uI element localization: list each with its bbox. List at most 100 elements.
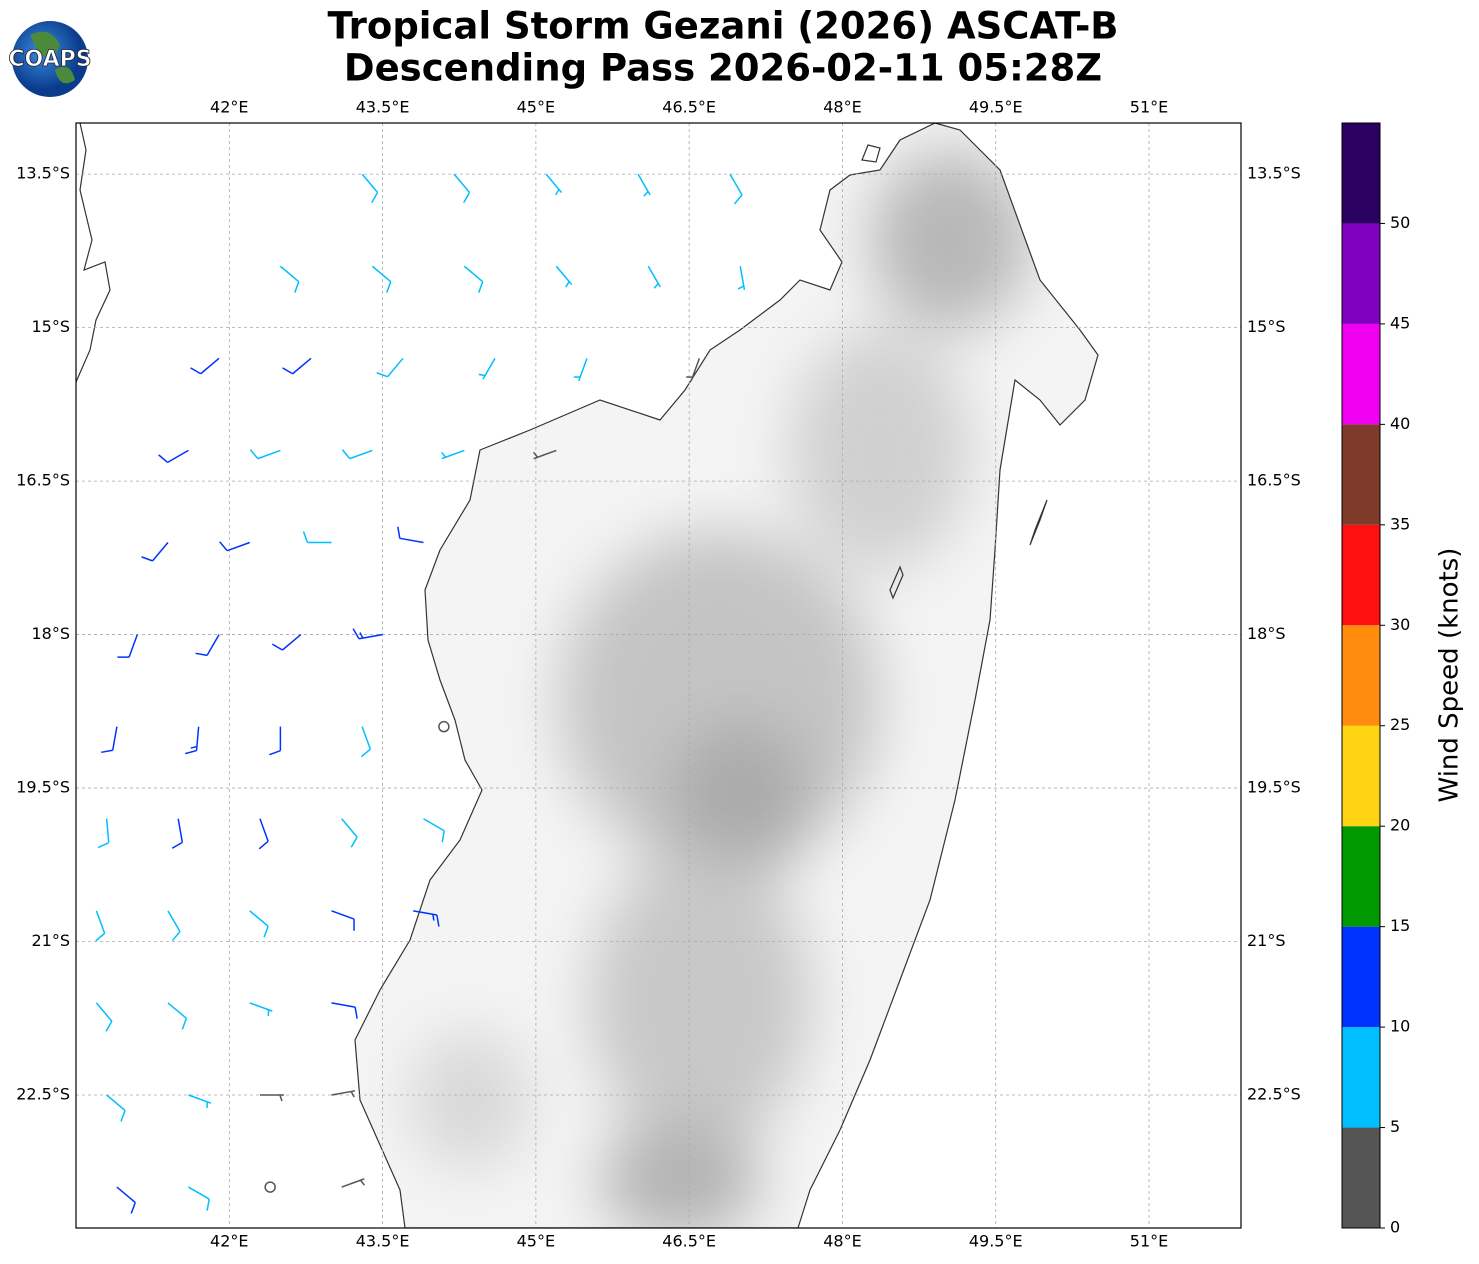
wind-barb: [95, 910, 106, 942]
colorbar-tick-label: 35: [1390, 514, 1410, 533]
x-tick-label: 51°E: [1130, 1232, 1168, 1251]
y-tick-label: 21°S: [31, 931, 70, 950]
terrain: [355, 123, 1098, 1228]
colorbar-tick-label: 5: [1390, 1117, 1400, 1136]
y-tick-label: 19.5°S: [16, 778, 70, 797]
wind-barb: [171, 818, 184, 849]
x-tick-label: 46.5°E: [662, 1232, 716, 1251]
colorbar-segment: [1342, 223, 1380, 324]
title: Tropical Storm Gezani (2026) ASCAT-B: [327, 5, 1118, 48]
y-tick-label: 16.5°S: [1247, 471, 1301, 490]
wind-barb: [282, 357, 312, 375]
wind-barb: [361, 173, 379, 204]
colorbar-frame: [1341, 122, 1381, 1229]
wind-barb: [188, 1094, 212, 1109]
wind-barb: [95, 1002, 113, 1032]
x-tick-label: 45°E: [517, 1232, 555, 1251]
wind-barb: [647, 265, 661, 289]
x-tick-label: 46.5°E: [662, 98, 716, 117]
wind-barb: [352, 628, 383, 640]
plot-frame: [75, 122, 1242, 1229]
wind-barb: [376, 357, 404, 378]
wind-barb: [341, 818, 358, 848]
wind-barb: [302, 531, 332, 544]
y-tick-label: 13.5°S: [1247, 164, 1301, 183]
y-tick-label: 18°S: [1247, 624, 1286, 643]
calm-circle: [264, 1181, 276, 1193]
x-tick-label: 49.5°E: [969, 1232, 1023, 1251]
wind-barb: [258, 818, 269, 850]
colorbar-segment: [1342, 424, 1380, 525]
wind-barb: [341, 1178, 366, 1188]
wind-barb: [279, 265, 300, 293]
colorbar-segment: [1342, 725, 1380, 827]
wind-barb: [397, 526, 424, 544]
wind-barb: [423, 818, 445, 843]
colorbar-segment: [1342, 323, 1380, 425]
colorbar-segment: [1342, 625, 1380, 726]
map: [76, 123, 1241, 1228]
colorbar-tick-label: 50: [1390, 213, 1410, 232]
colorbar-tick-label: 0: [1390, 1218, 1400, 1237]
y-tick-label: 15°S: [1247, 317, 1286, 336]
colorbar-tick-label: 10: [1390, 1017, 1410, 1036]
colorbar-segment: [1342, 926, 1380, 1028]
wind-barb: [463, 265, 484, 293]
y-tick-label: 15°S: [31, 317, 70, 336]
x-tick-label: 42°E: [210, 98, 248, 117]
colorbar-tick-label: 15: [1390, 916, 1410, 935]
colorbar-segment: [1342, 123, 1380, 224]
colorbar-segment: [1342, 826, 1380, 927]
wind-barb: [686, 358, 701, 382]
colorbar-tick-label: 20: [1390, 816, 1410, 835]
x-tick-label: 43.5°E: [356, 1232, 410, 1251]
wind-barb: [249, 449, 281, 460]
wind-barb: [341, 449, 373, 460]
wind-barb: [441, 449, 465, 460]
y-tick-label: 13.5°S: [16, 164, 70, 183]
wind-barb: [331, 1002, 358, 1019]
wind-barb: [360, 726, 372, 758]
wind-barb: [249, 1002, 273, 1017]
x-tick-label: 48°E: [823, 98, 861, 117]
wind-barb: [117, 634, 139, 658]
wind-barb: [249, 910, 269, 938]
colorbar-tick-label: 40: [1390, 414, 1410, 433]
wind-barb: [371, 265, 392, 293]
x-tick-label: 49.5°E: [969, 98, 1023, 117]
y-tick-label: 21°S: [1247, 931, 1286, 950]
wind-barb: [167, 910, 181, 942]
wind-barb: [195, 634, 220, 657]
wind-barb: [737, 266, 746, 291]
y-tick-label: 22.5°S: [16, 1084, 70, 1103]
wind-barb: [97, 818, 110, 849]
logo-text: COAPS: [8, 47, 91, 72]
colorbar-tick-label: 45: [1390, 313, 1410, 332]
wind-barb: [185, 726, 200, 755]
wind-barb: [555, 265, 573, 288]
wind-barb: [106, 1094, 126, 1122]
wind-barb: [116, 1186, 136, 1214]
x-tick-label: 48°E: [823, 1232, 861, 1251]
colorbar-segment: [1342, 1027, 1380, 1128]
wind-barb: [413, 910, 440, 927]
wind-barb: [331, 910, 355, 931]
logo: COAPS: [8, 21, 92, 97]
wind-barb: [532, 449, 557, 460]
colorbar-segment: [1342, 524, 1380, 626]
wind-barb: [158, 449, 189, 464]
wind-barb: [167, 1002, 188, 1030]
y-tick-label: 16.5°S: [16, 471, 70, 490]
wind-barb: [478, 357, 496, 380]
title: Descending Pass 2026-02-11 05:28Z: [344, 47, 1102, 90]
colorbar-tick-label: 30: [1390, 615, 1410, 634]
y-tick-label: 19.5°S: [1247, 778, 1301, 797]
y-tick-label: 22.5°S: [1247, 1084, 1301, 1103]
wind-barb: [637, 173, 651, 197]
colorbar-segment: [1342, 1127, 1380, 1228]
wind-barb: [271, 633, 302, 651]
x-tick-label: 45°E: [517, 98, 555, 117]
wind-barb: [141, 542, 169, 562]
colorbar-tick-label: 25: [1390, 715, 1410, 734]
